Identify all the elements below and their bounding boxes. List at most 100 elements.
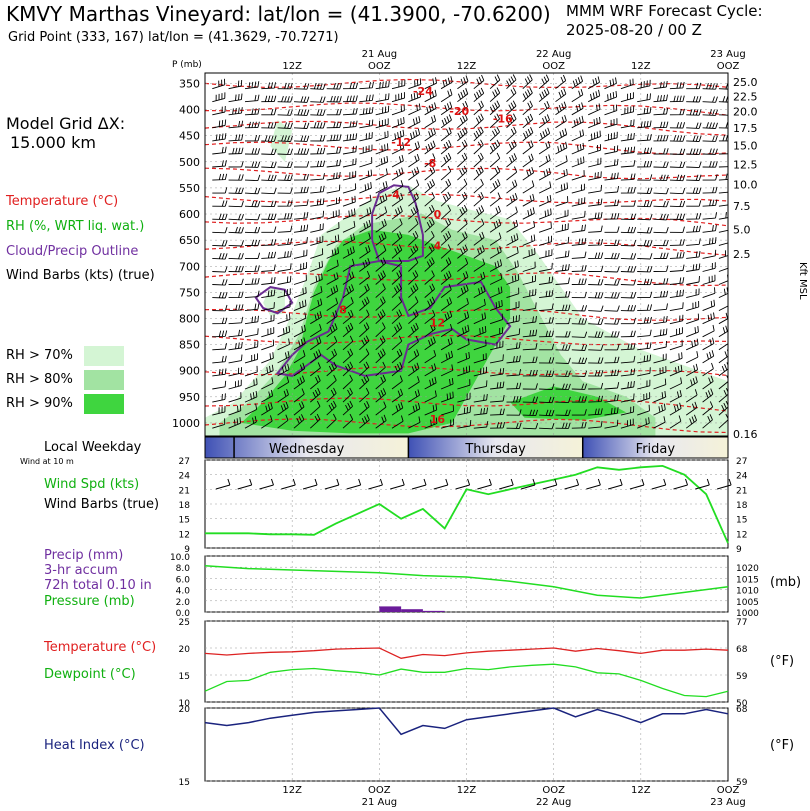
wind-barb — [359, 94, 374, 103]
wind-barb — [538, 208, 552, 220]
rh-level-label: RH > 70% — [6, 348, 73, 363]
wind-barb — [620, 92, 634, 103]
wind-barb — [686, 288, 700, 299]
wind-barb — [685, 363, 699, 377]
wind-barb — [391, 415, 404, 429]
wind-barb — [506, 153, 517, 168]
wind-barb — [473, 298, 486, 312]
wind-barb — [620, 279, 637, 286]
rh-level-label: RH > 90% — [6, 396, 73, 411]
wind-barb — [244, 187, 261, 195]
precip-right-tick: 1000 — [736, 609, 759, 619]
wind-barb — [310, 375, 321, 390]
precip-left-tick: 2.0 — [176, 598, 191, 608]
precip-left-tick: 4.0 — [176, 587, 191, 597]
wind-barb — [637, 213, 653, 221]
wind-barb — [310, 387, 321, 403]
wind-barb — [342, 133, 358, 142]
wind-barb — [620, 132, 635, 142]
wind-barb — [375, 361, 386, 377]
wind-barb — [669, 277, 685, 285]
wind-barb — [391, 348, 403, 364]
height-tick-label: 12.5 — [733, 158, 758, 171]
wind-barb — [457, 311, 470, 325]
wind-barb — [539, 357, 555, 364]
wind-barb — [457, 244, 468, 259]
pressure-tick-label: 750 — [179, 286, 200, 299]
wind-barb — [375, 283, 386, 298]
wind-barb — [228, 120, 244, 129]
height-tick-label: 17.5 — [733, 122, 758, 135]
wind-barb — [391, 142, 405, 155]
wind-barb — [522, 166, 535, 181]
wind-barb — [506, 113, 517, 129]
wind-barb — [653, 81, 668, 90]
wind-barb — [342, 361, 354, 377]
temperature-right-tick: 68 — [736, 645, 748, 655]
wind-barb — [293, 224, 309, 233]
wind-barb — [588, 420, 603, 429]
wind-barb — [212, 105, 226, 116]
wind-barb — [539, 276, 554, 285]
wind-barb — [277, 82, 293, 90]
surface-wind-barb — [716, 478, 732, 490]
wind-barb — [261, 82, 277, 90]
wind-barb — [702, 312, 715, 325]
wind-barb — [620, 146, 636, 155]
wind-barb — [653, 134, 669, 142]
precip-left-tick: 10.0 — [170, 553, 190, 563]
wind-barb — [244, 94, 260, 103]
wind-barb — [244, 200, 261, 208]
wind-barb — [587, 89, 601, 103]
wind-barb — [293, 83, 310, 90]
bottom-time-label: OOZ — [368, 785, 391, 796]
wind-speed-line — [205, 464, 729, 544]
wind-barbs-label: Wind Barbs (true) — [44, 497, 160, 512]
wind-barb — [342, 95, 358, 103]
temperature-right-tick: 50 — [736, 699, 748, 709]
wind-barb — [391, 192, 404, 207]
wind-barb — [408, 376, 420, 390]
wind-barb — [310, 147, 326, 155]
wind-barb — [669, 200, 686, 208]
wind-barb — [424, 336, 436, 351]
heat-index-right-tick: 59 — [736, 778, 748, 788]
wind-barb — [424, 363, 437, 377]
wind-barb — [424, 376, 437, 390]
wind-barb — [359, 283, 370, 298]
surface-wind-barb — [390, 478, 405, 490]
wind-barb — [391, 104, 405, 116]
temperature-right-tick: 59 — [736, 672, 748, 682]
top-date-label: 22 Aug — [536, 49, 571, 60]
wind-barb — [555, 168, 568, 181]
wind-barb — [293, 148, 310, 155]
wind-barb — [244, 226, 261, 234]
rh-level-label: RH > 80% — [6, 372, 73, 387]
rh-level-swatch — [84, 370, 124, 390]
wind-barb — [555, 317, 571, 325]
wind-barb — [604, 407, 619, 416]
wind-speed-right-tick: 18 — [736, 501, 748, 511]
wind-barb — [620, 105, 635, 116]
wind-barb — [326, 83, 342, 90]
wind-barb — [506, 179, 518, 194]
wind-barb — [277, 225, 293, 233]
rh-level-swatch — [84, 394, 124, 414]
wind-barb — [408, 402, 421, 416]
wind-barb — [261, 377, 274, 390]
wind-barb — [506, 100, 517, 116]
wind-barb — [702, 414, 713, 429]
wind-barb — [539, 383, 555, 391]
wind-barb — [555, 250, 570, 259]
wind-barb — [506, 87, 517, 103]
wind-barb — [244, 353, 258, 364]
wind-barb — [375, 388, 387, 403]
weekday-segment — [205, 437, 409, 458]
wind-barb — [408, 166, 420, 181]
precip-left-tick: 8.0 — [176, 564, 191, 574]
wind-barb — [686, 351, 699, 364]
surface-wind-barb — [433, 478, 449, 490]
wind-barb — [457, 218, 468, 233]
wind-barb — [424, 349, 437, 364]
surface-wind-barb — [477, 478, 492, 490]
